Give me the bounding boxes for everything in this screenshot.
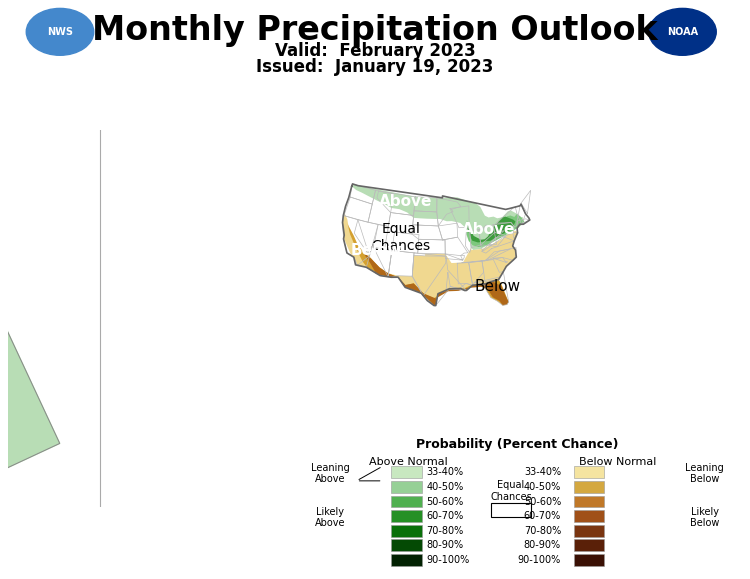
Polygon shape [343,214,518,306]
Text: 40-50%: 40-50% [426,482,464,492]
Bar [491,503,530,517]
Polygon shape [494,258,508,262]
Text: 90-100%: 90-100% [426,555,470,565]
Text: Monthly Precipitation Outlook: Monthly Precipitation Outlook [92,14,658,47]
Polygon shape [512,232,518,239]
Circle shape [26,8,94,56]
Text: Below: Below [475,280,520,295]
Text: 50-60%: 50-60% [426,497,464,507]
Polygon shape [515,206,526,225]
Text: 70-80%: 70-80% [524,526,561,536]
Polygon shape [413,211,438,226]
Text: Below Normal: Below Normal [579,457,656,467]
Bar [392,481,422,493]
Bar [574,540,604,551]
Polygon shape [458,262,472,285]
Text: 60-70%: 60-70% [524,511,561,521]
Text: NOAA: NOAA [667,27,698,37]
Bar [392,466,422,478]
Text: Below: Below [351,243,403,258]
Polygon shape [450,206,470,228]
Polygon shape [388,212,413,234]
Polygon shape [350,184,376,204]
Polygon shape [478,225,494,245]
Bar [392,525,422,537]
Polygon shape [475,272,508,305]
Polygon shape [0,0,60,579]
Bar [392,554,422,566]
Bar [574,466,604,478]
Polygon shape [484,248,516,261]
Polygon shape [347,224,508,306]
Polygon shape [438,223,458,240]
Text: Above: Above [379,194,432,209]
Polygon shape [388,251,414,277]
Polygon shape [482,236,514,253]
Text: Equal
Chances: Equal Chances [371,222,430,252]
Polygon shape [462,249,511,262]
Polygon shape [412,225,442,240]
Bar [574,496,604,507]
Polygon shape [481,236,506,251]
Polygon shape [496,206,520,226]
Polygon shape [466,227,471,252]
Text: NWS: NWS [47,27,73,37]
Polygon shape [344,197,372,222]
Text: Issued:  January 19, 2023: Issued: January 19, 2023 [256,58,494,76]
Bar [392,540,422,551]
Text: 33-40%: 33-40% [524,467,561,477]
Bar [392,510,422,522]
Text: 60-70%: 60-70% [426,511,464,521]
Polygon shape [414,197,437,212]
Text: Above: Above [462,222,515,237]
Text: Equal
Chances: Equal Chances [490,480,532,501]
Polygon shape [368,190,394,226]
Text: 33-40%: 33-40% [426,467,464,477]
Polygon shape [470,230,481,248]
Polygon shape [343,215,370,265]
Text: Above Normal: Above Normal [369,457,448,467]
Polygon shape [478,225,487,230]
Polygon shape [446,273,472,291]
Polygon shape [494,222,514,236]
Polygon shape [392,232,419,253]
Bar [392,496,422,507]
Text: Likely
Below: Likely Below [690,507,719,528]
Polygon shape [521,190,531,214]
Text: Leaning
Above: Leaning Above [311,463,350,485]
Polygon shape [468,217,515,243]
Polygon shape [374,225,392,277]
Polygon shape [446,254,464,260]
Polygon shape [489,231,504,245]
Polygon shape [517,219,530,226]
Bar [574,554,604,566]
Polygon shape [418,239,446,254]
Bar [574,525,604,537]
Text: 70-80%: 70-80% [426,526,464,536]
Text: 40-50%: 40-50% [524,482,561,492]
Polygon shape [354,236,509,306]
Polygon shape [413,255,466,306]
Polygon shape [352,184,524,250]
Polygon shape [354,220,378,256]
Text: 50-60%: 50-60% [524,497,561,507]
Text: Leaning
Below: Leaning Below [686,463,724,485]
Polygon shape [366,247,392,277]
Text: 80-90%: 80-90% [524,540,561,551]
Polygon shape [377,191,416,215]
Polygon shape [482,259,503,281]
Text: Probability (Percent Chance): Probability (Percent Chance) [416,438,619,451]
Text: 90-100%: 90-100% [518,555,561,565]
Bar [574,481,604,493]
Polygon shape [436,198,460,226]
Polygon shape [442,237,468,255]
Bar [574,510,604,522]
Circle shape [649,8,716,56]
Polygon shape [469,261,484,285]
Polygon shape [466,214,524,247]
Text: Likely
Above: Likely Above [315,507,346,528]
Text: Valid:  February 2023: Valid: February 2023 [274,42,476,60]
Text: 80-90%: 80-90% [426,540,464,551]
Polygon shape [413,253,446,296]
